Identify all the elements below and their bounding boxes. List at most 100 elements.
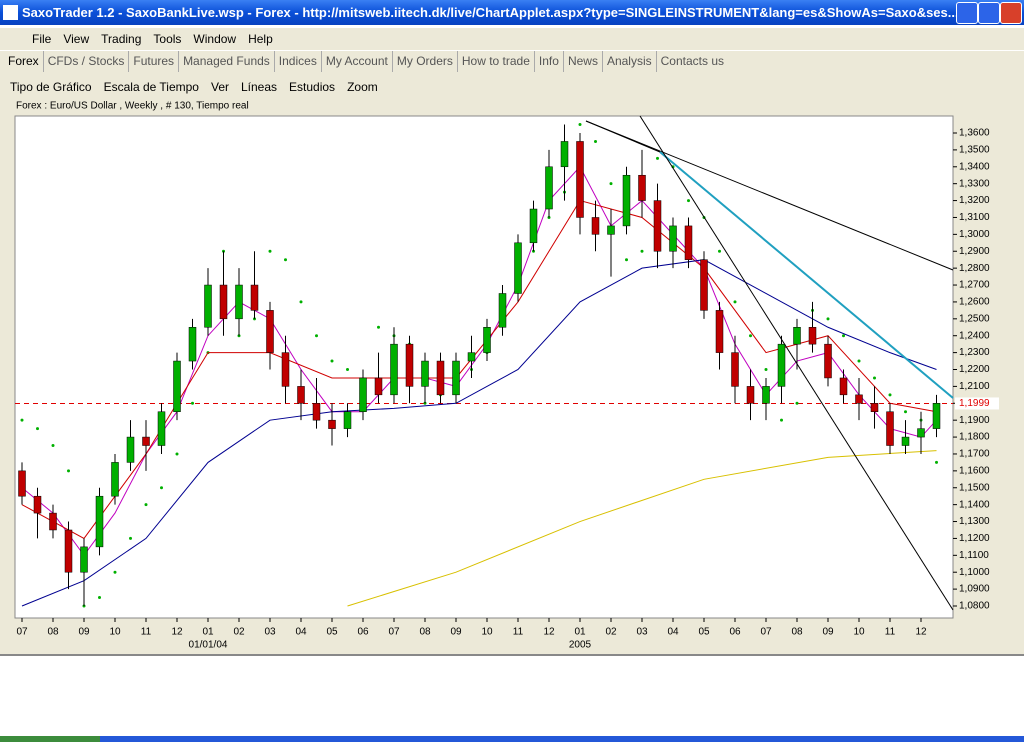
candle-body	[64, 529, 73, 573]
tab[interactable]: Indices	[273, 51, 321, 72]
app-icon	[3, 5, 18, 20]
y-tick-label: 1,1500	[959, 482, 990, 493]
sar-dot	[20, 418, 24, 422]
tab[interactable]: My Account	[320, 51, 392, 72]
candle-body	[607, 225, 615, 235]
candle-body	[421, 360, 429, 387]
y-tick-label: 1,1200	[959, 533, 990, 544]
sar-dot	[129, 536, 132, 540]
tab[interactable]: Info	[533, 51, 563, 72]
sar-dot	[284, 258, 287, 262]
candle-body	[777, 343, 786, 387]
sar-dot	[888, 393, 892, 397]
candle-body	[483, 327, 491, 353]
x-tick-label: 03	[636, 627, 648, 638]
x-tick-label: 07	[760, 627, 772, 638]
sar-dot	[656, 156, 659, 160]
chart-menu-item[interactable]: Ver	[210, 80, 229, 94]
sar-dot	[315, 334, 318, 338]
menu-item[interactable]: View	[63, 32, 90, 46]
candle-body	[297, 386, 305, 404]
chart-title: Forex : Euro/US Dollar , Weekly , # 130,…	[16, 101, 249, 112]
menu-item[interactable]: Trading	[101, 32, 142, 46]
close-button[interactable]	[1000, 2, 1022, 24]
tab[interactable]: Contacts us	[655, 51, 728, 72]
tab[interactable]: Forex	[8, 54, 39, 68]
candle-body	[870, 403, 879, 412]
candle-body	[80, 546, 88, 573]
menu-bar: File View Trading Tools Window Help	[0, 28, 1024, 50]
maximize-button[interactable]	[978, 2, 1000, 24]
menu-item[interactable]: File	[32, 32, 52, 46]
menu-item[interactable]: Tools	[153, 32, 182, 46]
y-tick-label: 1,1600	[959, 465, 990, 476]
menu-item[interactable]: Window	[193, 32, 237, 46]
sar-dot	[144, 503, 148, 507]
sar-dot	[625, 258, 628, 262]
x-tick-label: 06	[729, 627, 741, 638]
sar-dot	[36, 427, 39, 431]
sar-dot	[764, 368, 768, 371]
candle-body	[405, 343, 414, 387]
menu-item[interactable]: Help	[248, 32, 273, 46]
title-bar: SaxoTrader 1.2 - SaxoBankLive.wsp - Fore…	[0, 0, 1024, 25]
sar-dot	[935, 460, 938, 464]
candle-body	[855, 394, 863, 404]
sar-dot	[904, 410, 907, 414]
y-tick-label: 1,3300	[959, 178, 990, 189]
moving-average	[21, 259, 937, 607]
x-tick-label: 08	[47, 627, 59, 638]
x-year-label: 01/01/04	[189, 640, 228, 651]
candle-body	[545, 166, 553, 210]
sar-dot	[857, 359, 861, 363]
candle-body	[653, 200, 662, 252]
sar-dot	[578, 123, 582, 127]
y-tick-label: 1,2700	[959, 280, 990, 291]
y-tick-label: 1,1100	[959, 550, 989, 561]
chart-menu-item[interactable]: Zoom	[347, 80, 378, 94]
tab[interactable]: Managed Funds	[178, 51, 274, 72]
candle-body	[188, 327, 197, 362]
plot: 1,0800 1,0900 1,1000 1,1100 1,1200 1,1300 1,14…	[15, 123, 999, 651]
candle-body	[374, 377, 383, 396]
minimize-button[interactable]	[956, 2, 978, 24]
sar-dot	[299, 300, 303, 304]
x-tick-label: 12	[543, 627, 555, 638]
y-tick-label: 1,2900	[959, 246, 990, 257]
candle-body	[638, 174, 646, 201]
chart-menu-item[interactable]: Escala de Tiempo	[103, 80, 199, 94]
candle-body	[312, 403, 321, 421]
candle-body	[498, 293, 507, 328]
tab[interactable]: Futures	[128, 51, 178, 72]
candle-body	[49, 512, 57, 531]
tab[interactable]: How to trade	[456, 51, 534, 72]
chart-menu-item[interactable]: Tipo de Gráfico	[10, 80, 92, 94]
candle-body	[126, 436, 135, 463]
chart-menu-item[interactable]: Estudios	[289, 80, 336, 94]
x-tick-label: 04	[667, 627, 679, 638]
tab[interactable]: Analysis	[601, 51, 656, 72]
sar-dot	[795, 401, 799, 405]
sar-dot	[687, 199, 690, 203]
tab[interactable]: My Orders	[391, 51, 457, 72]
x-tick-label: 07	[388, 627, 400, 638]
price-label-box	[955, 397, 999, 410]
candle-body	[808, 327, 817, 345]
candle-body	[33, 495, 42, 514]
y-tick-label: 1,3500	[959, 145, 990, 156]
candle-body	[390, 343, 398, 396]
y-tick-label: 1,2200	[959, 364, 990, 375]
sar-dot	[780, 418, 783, 422]
x-tick-label: 12	[171, 627, 183, 638]
tab[interactable]: News	[562, 51, 602, 72]
candle-body	[467, 352, 476, 362]
sar-dot	[749, 334, 752, 338]
y-tick-label: 1,3400	[959, 161, 990, 172]
candle-body	[204, 284, 212, 328]
tab[interactable]: CFDs / Stocks	[42, 51, 129, 72]
candle-body	[266, 310, 274, 353]
chart-menu-item[interactable]: Líneas	[241, 80, 278, 94]
candle-body	[111, 462, 119, 497]
y-tick-label: 1,3000	[959, 229, 990, 240]
y-tick-label: 1,1300	[959, 516, 990, 527]
